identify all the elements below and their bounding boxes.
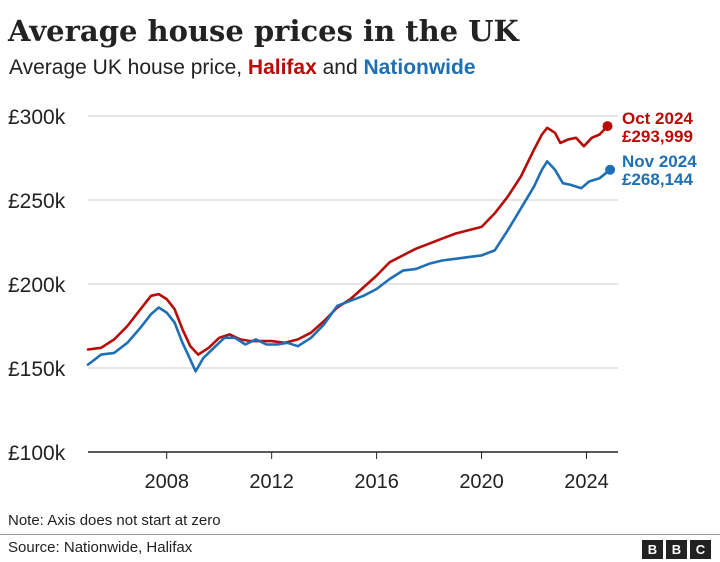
grid-layer <box>88 115 618 459</box>
footer-divider <box>0 534 720 535</box>
x-tick-label: 2020 <box>459 471 504 493</box>
end-label-value-halifax: £293,999 <box>622 127 693 146</box>
subtitle-and: and <box>316 56 364 79</box>
end-label-date-nationwide: Nov 2024 <box>622 152 697 171</box>
chart-subtitle: Average UK house price, Halifax and Nati… <box>9 56 476 80</box>
bbc-logo-letter-1: B <box>642 540 663 559</box>
series-end-marker-nationwide <box>605 164 616 175</box>
y-tick-label: £250k <box>8 190 66 213</box>
subtitle-halifax: Halifax <box>247 56 317 79</box>
x-tick-label: 2008 <box>144 471 189 493</box>
series-line-nationwide <box>86 160 612 373</box>
series-line-halifax <box>86 124 609 356</box>
y-tick-label: £200k <box>8 274 66 297</box>
source-text: Source: Nationwide, Halifax <box>8 539 193 556</box>
label-layer: £100k £150k £200k £250k £300k 2008 2012 2016 202… <box>8 106 697 493</box>
subtitle-nationwide: Nationwide <box>363 56 476 79</box>
line-chart: £100k £150k £200k £250k £300k 2008 2012 2016 202… <box>8 106 697 493</box>
series-end-marker-halifax <box>602 121 613 132</box>
bbc-logo-letter-2: B <box>666 540 687 559</box>
axis-note: Note: Axis does not start at zero <box>8 512 221 529</box>
subtitle-prefix: Average UK house price, <box>9 56 248 79</box>
x-tick-label: 2012 <box>249 471 294 493</box>
bbc-logo-letter-3: C <box>690 540 711 559</box>
y-tick-label: £300k <box>8 106 66 129</box>
x-tick-label: 2024 <box>564 471 609 493</box>
end-label-value-nationwide: £268,144 <box>622 170 693 189</box>
y-tick-label: £100k <box>8 442 66 465</box>
y-tick-label: £150k <box>8 358 66 381</box>
end-label-date-halifax: Oct 2024 <box>622 109 693 128</box>
bbc-logo: B B C <box>642 540 711 559</box>
series-layer <box>86 121 616 373</box>
x-tick-label: 2016 <box>354 471 399 493</box>
chart-title: Average house prices in the UK <box>8 14 519 48</box>
